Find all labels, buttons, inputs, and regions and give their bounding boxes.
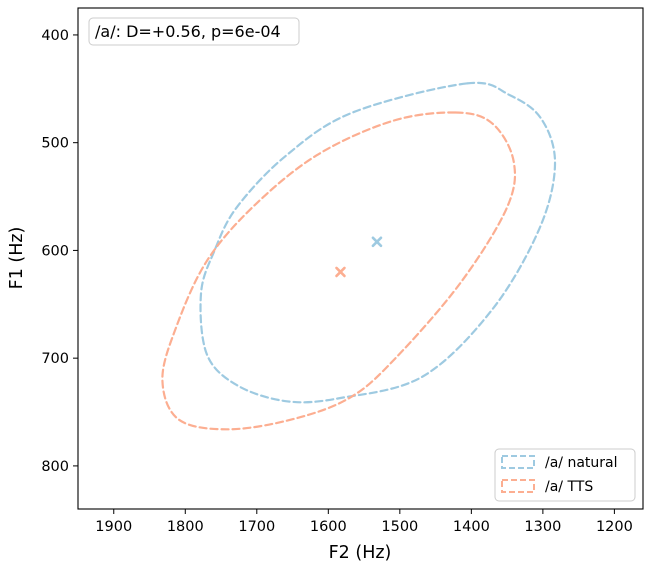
y-tick-label: 400 xyxy=(41,28,69,44)
legend-swatch-tts xyxy=(501,479,535,493)
x-tick-label: 1600 xyxy=(310,519,347,535)
x-axis-label: F2 (Hz) xyxy=(329,543,392,563)
legend: /a/ natural /a/ TTS xyxy=(494,448,636,502)
x-tick-label: 1800 xyxy=(167,519,204,535)
x-tick-label: 1500 xyxy=(381,519,418,535)
legend-label-natural: /a/ natural xyxy=(545,455,618,471)
x-tick-label: 1700 xyxy=(238,519,275,535)
legend-frame xyxy=(494,448,636,502)
ticks-layer: 1900 1800 1700 1600 1500 1400 1300 1200 400 500 60… xyxy=(41,28,633,535)
legend-label-tts: /a/ TTS xyxy=(545,479,593,495)
ellipse-natural xyxy=(199,81,557,404)
mean-marker-stroke xyxy=(371,236,383,248)
legend-swatch-natural xyxy=(501,455,535,469)
annotation-frame xyxy=(88,17,300,46)
annotation-text: /a/: D=+0.56, p=6e-04 xyxy=(95,22,281,41)
x-tick-label: 1400 xyxy=(453,519,490,535)
y-tick-label: 800 xyxy=(41,459,69,475)
annotation-box: /a/: D=+0.56, p=6e-04 xyxy=(88,17,300,46)
y-tick-label: 600 xyxy=(41,243,69,259)
mean-marker-natural xyxy=(371,236,383,248)
y-tick-label: 500 xyxy=(41,136,69,152)
series-layer xyxy=(161,81,557,431)
mean-marker-tts xyxy=(335,266,346,278)
plot-frame xyxy=(77,7,644,510)
y-tick-label: 700 xyxy=(41,351,69,367)
x-tick-label: 1900 xyxy=(95,519,132,535)
y-axis-label: F1 (Hz) xyxy=(7,227,27,290)
ellipse-tts xyxy=(161,111,517,431)
mean-marker-stroke xyxy=(335,266,346,278)
x-tick-label: 1200 xyxy=(596,519,633,535)
x-tick-label: 1300 xyxy=(524,519,561,535)
